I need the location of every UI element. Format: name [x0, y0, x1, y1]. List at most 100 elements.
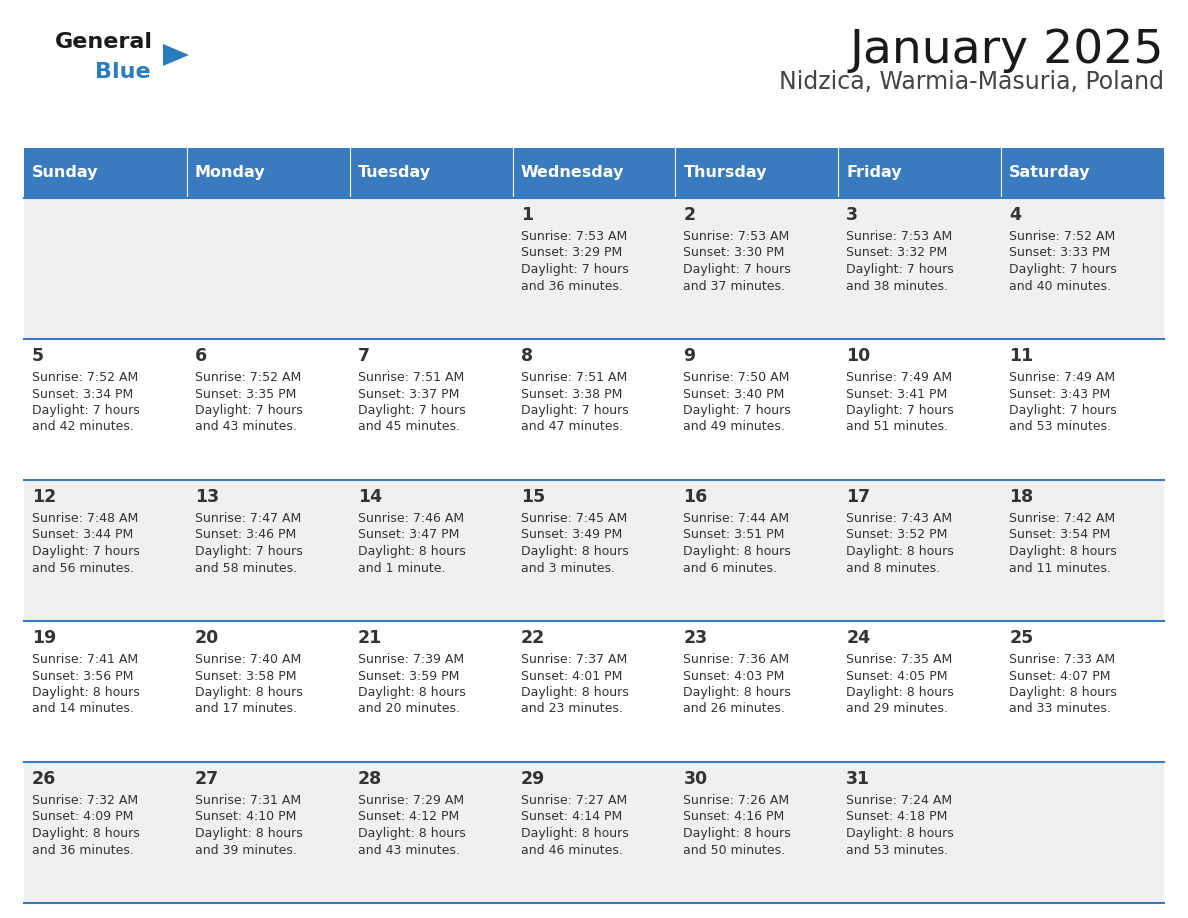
Text: 22: 22	[520, 629, 545, 647]
Text: Daylight: 7 hours: Daylight: 7 hours	[1009, 263, 1117, 276]
Text: Daylight: 8 hours: Daylight: 8 hours	[683, 545, 791, 558]
Text: Friday: Friday	[846, 165, 902, 181]
Text: Sunset: 3:44 PM: Sunset: 3:44 PM	[32, 529, 133, 542]
Text: Daylight: 7 hours: Daylight: 7 hours	[683, 404, 791, 417]
Text: Sunrise: 7:45 AM: Sunrise: 7:45 AM	[520, 512, 627, 525]
Text: Sunrise: 7:50 AM: Sunrise: 7:50 AM	[683, 371, 790, 384]
Text: and 29 minutes.: and 29 minutes.	[846, 702, 948, 715]
Text: Sunrise: 7:41 AM: Sunrise: 7:41 AM	[32, 653, 138, 666]
Text: Daylight: 7 hours: Daylight: 7 hours	[846, 404, 954, 417]
Text: and 33 minutes.: and 33 minutes.	[1009, 702, 1111, 715]
Text: Sunset: 4:01 PM: Sunset: 4:01 PM	[520, 669, 623, 682]
Bar	[24, 480, 1164, 621]
Bar	[1001, 148, 1164, 198]
Text: Sunset: 3:59 PM: Sunset: 3:59 PM	[358, 669, 459, 682]
Text: Sunrise: 7:49 AM: Sunrise: 7:49 AM	[846, 371, 953, 384]
Bar	[24, 762, 1164, 903]
Text: 19: 19	[32, 629, 56, 647]
Bar	[24, 198, 1164, 339]
Text: and 40 minutes.: and 40 minutes.	[1009, 279, 1111, 293]
Text: 16: 16	[683, 488, 708, 506]
Text: and 36 minutes.: and 36 minutes.	[520, 279, 623, 293]
Text: Sunset: 3:33 PM: Sunset: 3:33 PM	[1009, 247, 1111, 260]
Text: 31: 31	[846, 770, 871, 788]
Text: and 51 minutes.: and 51 minutes.	[846, 420, 948, 433]
Text: 23: 23	[683, 629, 708, 647]
Text: Sunrise: 7:49 AM: Sunrise: 7:49 AM	[1009, 371, 1116, 384]
Text: Sunrise: 7:51 AM: Sunrise: 7:51 AM	[520, 371, 627, 384]
Text: Sunrise: 7:29 AM: Sunrise: 7:29 AM	[358, 794, 463, 807]
Bar	[24, 339, 1164, 480]
Text: and 17 minutes.: and 17 minutes.	[195, 702, 297, 715]
Text: 30: 30	[683, 770, 708, 788]
Text: 12: 12	[32, 488, 56, 506]
Text: and 11 minutes.: and 11 minutes.	[1009, 562, 1111, 575]
Text: Sunrise: 7:26 AM: Sunrise: 7:26 AM	[683, 794, 790, 807]
Text: Nidzica, Warmia-Masuria, Poland: Nidzica, Warmia-Masuria, Poland	[779, 70, 1164, 94]
Text: Daylight: 7 hours: Daylight: 7 hours	[195, 545, 303, 558]
Text: 21: 21	[358, 629, 383, 647]
Text: 7: 7	[358, 347, 369, 365]
Text: Daylight: 8 hours: Daylight: 8 hours	[683, 686, 791, 699]
Text: Sunrise: 7:48 AM: Sunrise: 7:48 AM	[32, 512, 138, 525]
Text: Sunrise: 7:39 AM: Sunrise: 7:39 AM	[358, 653, 463, 666]
Text: Sunrise: 7:24 AM: Sunrise: 7:24 AM	[846, 794, 953, 807]
Text: Daylight: 7 hours: Daylight: 7 hours	[846, 263, 954, 276]
Text: 17: 17	[846, 488, 871, 506]
Text: Daylight: 8 hours: Daylight: 8 hours	[520, 545, 628, 558]
Text: Sunrise: 7:32 AM: Sunrise: 7:32 AM	[32, 794, 138, 807]
Text: Sunset: 4:14 PM: Sunset: 4:14 PM	[520, 811, 621, 823]
Polygon shape	[163, 44, 189, 66]
Text: Daylight: 8 hours: Daylight: 8 hours	[195, 686, 303, 699]
Text: Sunset: 3:43 PM: Sunset: 3:43 PM	[1009, 387, 1111, 400]
Text: Sunset: 3:51 PM: Sunset: 3:51 PM	[683, 529, 785, 542]
Text: Sunrise: 7:51 AM: Sunrise: 7:51 AM	[358, 371, 465, 384]
Text: Sunrise: 7:35 AM: Sunrise: 7:35 AM	[846, 653, 953, 666]
Text: Sunset: 4:18 PM: Sunset: 4:18 PM	[846, 811, 948, 823]
Text: Daylight: 8 hours: Daylight: 8 hours	[683, 827, 791, 840]
Text: 4: 4	[1009, 206, 1022, 224]
Text: Sunset: 3:54 PM: Sunset: 3:54 PM	[1009, 529, 1111, 542]
Text: Thursday: Thursday	[683, 165, 767, 181]
Text: Daylight: 8 hours: Daylight: 8 hours	[1009, 686, 1117, 699]
Text: 2: 2	[683, 206, 695, 224]
Bar	[676, 148, 839, 198]
Text: General: General	[55, 32, 153, 52]
Text: Sunrise: 7:43 AM: Sunrise: 7:43 AM	[846, 512, 953, 525]
Text: Blue: Blue	[95, 62, 151, 82]
Text: Daylight: 8 hours: Daylight: 8 hours	[32, 686, 140, 699]
Text: 27: 27	[195, 770, 219, 788]
Text: 14: 14	[358, 488, 381, 506]
Text: Daylight: 7 hours: Daylight: 7 hours	[520, 263, 628, 276]
Text: Sunset: 3:46 PM: Sunset: 3:46 PM	[195, 529, 296, 542]
Text: and 23 minutes.: and 23 minutes.	[520, 702, 623, 715]
Text: Daylight: 8 hours: Daylight: 8 hours	[846, 686, 954, 699]
Text: Daylight: 7 hours: Daylight: 7 hours	[358, 404, 466, 417]
Text: and 43 minutes.: and 43 minutes.	[358, 844, 460, 856]
Text: Daylight: 7 hours: Daylight: 7 hours	[32, 404, 140, 417]
Text: Daylight: 8 hours: Daylight: 8 hours	[195, 827, 303, 840]
Text: and 14 minutes.: and 14 minutes.	[32, 702, 134, 715]
Bar	[187, 148, 349, 198]
Text: Daylight: 7 hours: Daylight: 7 hours	[195, 404, 303, 417]
Text: and 36 minutes.: and 36 minutes.	[32, 844, 134, 856]
Text: Daylight: 7 hours: Daylight: 7 hours	[32, 545, 140, 558]
Text: Daylight: 8 hours: Daylight: 8 hours	[358, 545, 466, 558]
Text: Sunset: 4:16 PM: Sunset: 4:16 PM	[683, 811, 785, 823]
Text: Wednesday: Wednesday	[520, 165, 624, 181]
Text: and 53 minutes.: and 53 minutes.	[846, 844, 948, 856]
Text: Daylight: 7 hours: Daylight: 7 hours	[520, 404, 628, 417]
Text: Sunrise: 7:46 AM: Sunrise: 7:46 AM	[358, 512, 463, 525]
Bar	[24, 148, 187, 198]
Text: Daylight: 8 hours: Daylight: 8 hours	[846, 545, 954, 558]
Text: and 39 minutes.: and 39 minutes.	[195, 844, 297, 856]
Text: 24: 24	[846, 629, 871, 647]
Text: 26: 26	[32, 770, 56, 788]
Text: and 1 minute.: and 1 minute.	[358, 562, 446, 575]
Text: Sunset: 3:29 PM: Sunset: 3:29 PM	[520, 247, 621, 260]
Text: Sunrise: 7:31 AM: Sunrise: 7:31 AM	[195, 794, 301, 807]
Text: Daylight: 7 hours: Daylight: 7 hours	[683, 263, 791, 276]
Text: Sunset: 3:49 PM: Sunset: 3:49 PM	[520, 529, 621, 542]
Text: Sunset: 3:58 PM: Sunset: 3:58 PM	[195, 669, 296, 682]
Bar	[349, 148, 512, 198]
